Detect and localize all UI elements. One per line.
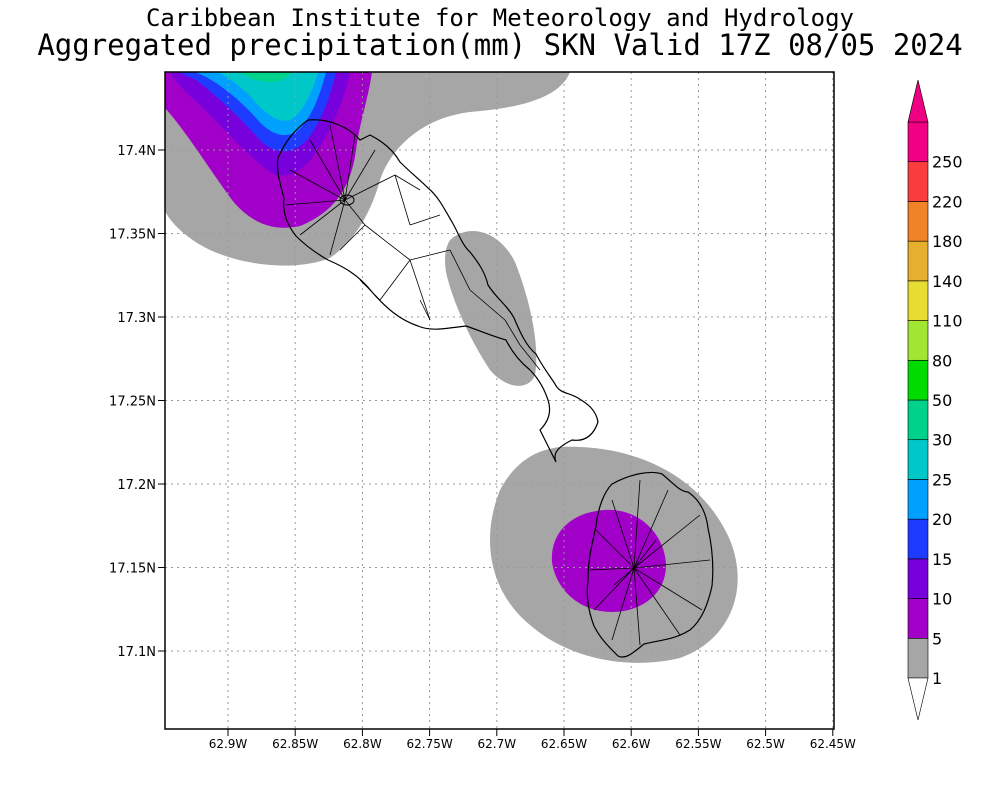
colorbar-label: 80 [932, 351, 952, 370]
colorbar-label: 30 [932, 431, 952, 450]
colorbar-swatch [907, 320, 929, 361]
colorbar-swatch [907, 280, 929, 321]
colorbar-min-arrow [907, 677, 929, 721]
colorbar-swatch [907, 161, 929, 202]
lon-tick-label: 62.9W [209, 737, 248, 751]
precip-contour-1-5-peninsula [445, 231, 537, 386]
lon-tick-label: 62.6W [612, 737, 651, 751]
lon-tick-label: 62.65W [541, 737, 587, 751]
colorbar-swatch [907, 121, 929, 163]
colorbar-swatch [907, 201, 929, 242]
colorbar-label: 15 [932, 550, 952, 569]
colorbar-label: 180 [932, 232, 963, 251]
colorbar-label: 140 [932, 272, 963, 291]
lon-tick-label: 62.85W [272, 737, 318, 751]
lat-tick-label: 17.3N [117, 311, 156, 326]
colorbar-label: 220 [932, 192, 963, 211]
colorbar-label: 110 [932, 312, 963, 331]
lat-tick-label: 17.1N [117, 645, 156, 660]
colorbar-swatch [907, 558, 929, 599]
colorbar-label: 25 [932, 470, 952, 489]
lat-tick-label: 17.15N [109, 562, 156, 577]
precip-contour-30-50 [240, 72, 292, 82]
colorbar-swatch [907, 240, 929, 282]
map-grid [165, 72, 834, 729]
colorbar-swatch [907, 399, 929, 441]
colorbar-label: 1 [932, 669, 942, 688]
lon-tick-label: 62.45W [810, 737, 856, 751]
lon-tick-label: 62.8W [343, 737, 382, 751]
longitude-axis: 62.9W 62.85W 62.8W 62.75W 62.7W 62.65W 62.6W 62… [209, 729, 856, 751]
colorbar-max-arrow [907, 79, 929, 123]
lat-tick-label: 17.35N [109, 228, 156, 243]
colorbar-label: 10 [932, 590, 952, 609]
lon-tick-label: 62.75W [406, 737, 452, 751]
colorbar-swatch [907, 359, 929, 401]
colorbar-label: 20 [932, 510, 952, 529]
chart-title: Caribbean Institute for Meteorology and … [145, 4, 854, 32]
colorbar-label: 250 [932, 153, 963, 172]
colorbar-label: 5 [932, 629, 942, 648]
st-kitts-island [276, 119, 599, 463]
lon-tick-label: 62.55W [675, 737, 721, 751]
colorbar-swatch [907, 598, 929, 639]
nevis-island [586, 471, 714, 658]
colorbar-swatch [907, 479, 929, 520]
colorbar-swatch [907, 637, 929, 679]
colorbar-swatch [907, 518, 929, 560]
colorbar-label: 50 [932, 391, 952, 410]
lon-tick-label: 62.7W [478, 737, 517, 751]
lat-tick-label: 17.25N [109, 395, 156, 410]
colorbar-swatch [907, 439, 929, 480]
lat-tick-label: 17.2N [117, 478, 156, 493]
lat-tick-label: 17.4N [117, 144, 156, 159]
chart-subtitle: Aggregated precipitation(mm) SKN Valid 1… [37, 28, 963, 62]
lon-tick-label: 62.5W [746, 737, 785, 751]
precip-contour-5-10-nevis [551, 509, 666, 612]
precipitation-layer [165, 72, 738, 663]
precip-contour-25-30 [215, 72, 318, 121]
latitude-axis: 17.4N 17.35N 17.3N 17.25N 17.2N 17.15N 17.1N [109, 144, 165, 660]
